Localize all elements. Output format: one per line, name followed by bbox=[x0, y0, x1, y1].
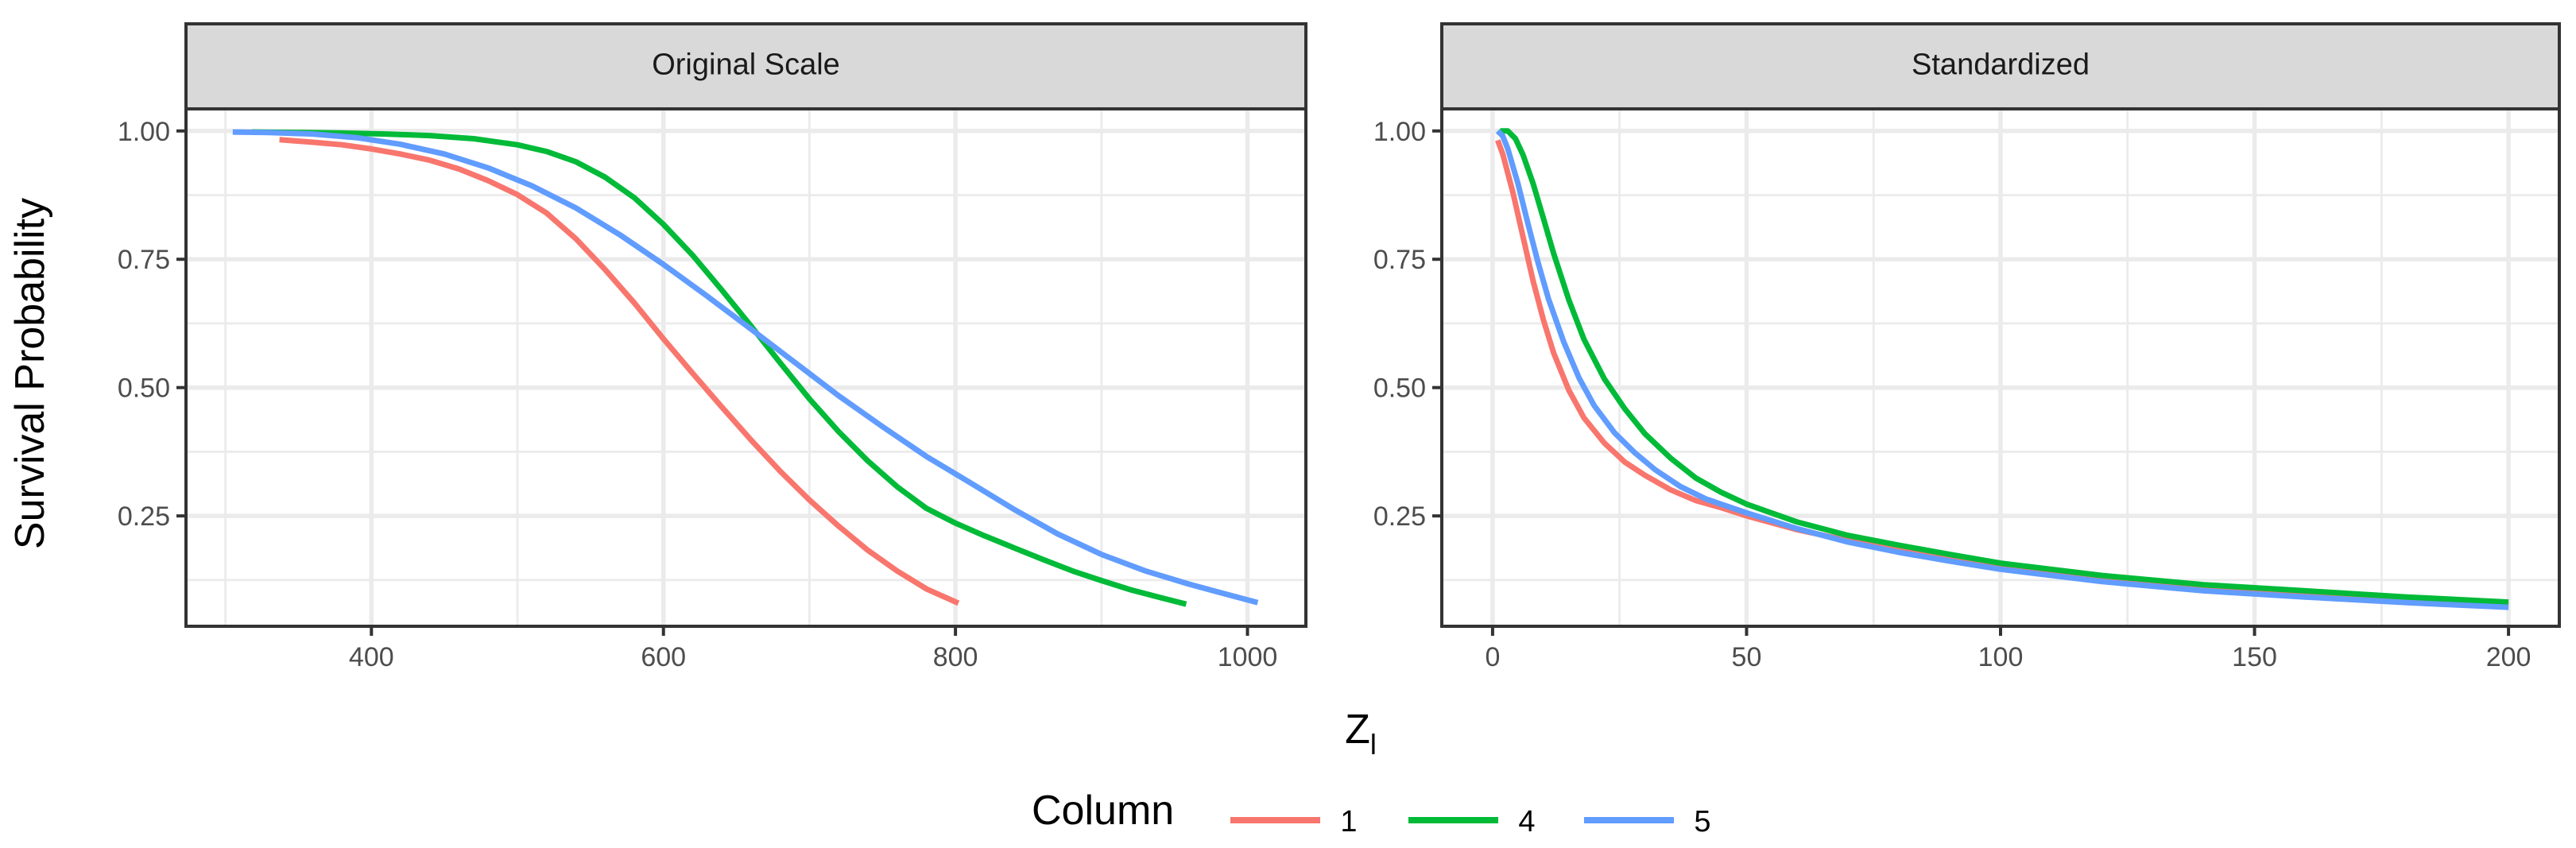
facet-strip-label: Original Scale bbox=[652, 48, 840, 82]
y-tick-label: 0.75 bbox=[1373, 245, 1426, 275]
x-tick-label: 800 bbox=[933, 642, 978, 672]
legend-label-4: 4 bbox=[1518, 805, 1535, 838]
x-tick-label: 0 bbox=[1485, 642, 1500, 672]
series-line-5 bbox=[232, 129, 1259, 606]
x-tick-label: 150 bbox=[2232, 642, 2277, 672]
facet-strip bbox=[1440, 22, 2561, 110]
facet-2: Standardized 0 50 100 150 200 0.25 0.50 0.75 1.00 bbox=[1373, 22, 2561, 672]
y-tick-label: 0.50 bbox=[1373, 374, 1426, 404]
y-tick-label: 1.00 bbox=[118, 117, 170, 147]
legend-label-1: 1 bbox=[1340, 805, 1357, 838]
y-axis-title: Survival Probability bbox=[7, 198, 53, 549]
x-tick-label: 400 bbox=[349, 642, 394, 672]
x-axis-title-subscript: l bbox=[1370, 728, 1377, 761]
y-tick-label: 1.00 bbox=[1373, 117, 1426, 147]
x-tick-label: 50 bbox=[1732, 642, 1762, 672]
x-tick-label: 200 bbox=[2486, 642, 2531, 672]
x-axis-title: Zl bbox=[1345, 707, 1377, 761]
panel-border bbox=[184, 107, 1307, 628]
series-line-5 bbox=[1495, 129, 2509, 610]
facet-1: Original Scale 400 600 800 1000 0.25 0.50 0.75 1… bbox=[118, 22, 1307, 672]
series-line-4 bbox=[1500, 128, 2509, 606]
series-line-1 bbox=[279, 137, 960, 606]
x-tick-label: 1000 bbox=[1218, 642, 1278, 672]
facet-strip bbox=[184, 22, 1307, 110]
panel-background bbox=[186, 109, 1306, 626]
legend-label-5: 5 bbox=[1694, 805, 1710, 838]
y-tick-label: 0.25 bbox=[118, 501, 170, 532]
x-tick-label: 100 bbox=[1978, 642, 2024, 672]
x-axis-title-main: Z bbox=[1345, 707, 1370, 753]
y-tick-label: 0.25 bbox=[1373, 501, 1426, 532]
y-tick-label: 0.50 bbox=[118, 374, 170, 404]
facet-strip-label: Standardized bbox=[1912, 48, 2090, 82]
y-tick-label: 0.75 bbox=[118, 245, 170, 275]
series-group bbox=[1495, 128, 2509, 610]
legend-title: Column bbox=[1032, 788, 1174, 834]
series-group bbox=[232, 129, 1259, 607]
x-tick-label: 600 bbox=[641, 642, 686, 672]
series-line-4 bbox=[251, 129, 1187, 607]
legend: Column 1 4 5 bbox=[1032, 788, 1711, 838]
